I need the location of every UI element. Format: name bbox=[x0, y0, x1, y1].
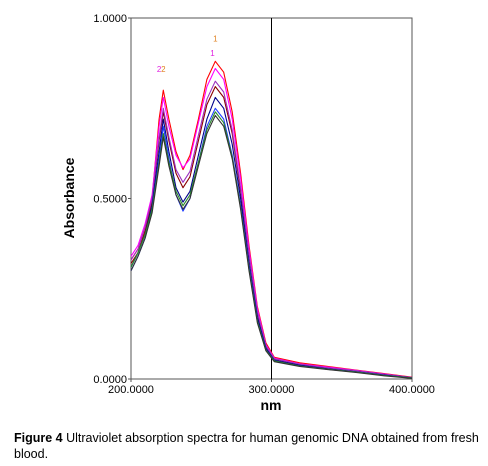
figure-number: Figure 4 bbox=[14, 431, 63, 445]
figure-caption: Figure 4 Ultraviolet absorption spectra … bbox=[14, 430, 484, 462]
series-line-4 bbox=[130, 80, 413, 379]
series-line-8 bbox=[130, 114, 413, 379]
peak-label: 1 bbox=[213, 34, 218, 43]
y-tick-label: 0.5000 bbox=[93, 194, 127, 206]
x-tick-label: 400.0000 bbox=[389, 384, 435, 396]
x-tick-label: 200.0000 bbox=[108, 384, 154, 396]
peak-label: 2 bbox=[157, 65, 162, 74]
y-tick-label: 0.0000 bbox=[93, 374, 127, 386]
y-tick-label: 1.0000 bbox=[93, 13, 127, 25]
x-tick-label: 300.0000 bbox=[249, 384, 295, 396]
x-axis-title: nm bbox=[261, 397, 282, 413]
series-line-1 bbox=[130, 60, 413, 378]
caption-text: Ultraviolet absorption spectra for human… bbox=[14, 431, 479, 461]
uv-absorption-chart: 200.0000 300.0000 400.0000 0.0000 0.5000 1.00… bbox=[61, 13, 435, 413]
series-line-5 bbox=[130, 96, 413, 379]
y-axis-title: Absorbance bbox=[61, 157, 77, 238]
peak-label: 1 bbox=[210, 49, 215, 58]
peak-label: 2 bbox=[161, 65, 166, 74]
